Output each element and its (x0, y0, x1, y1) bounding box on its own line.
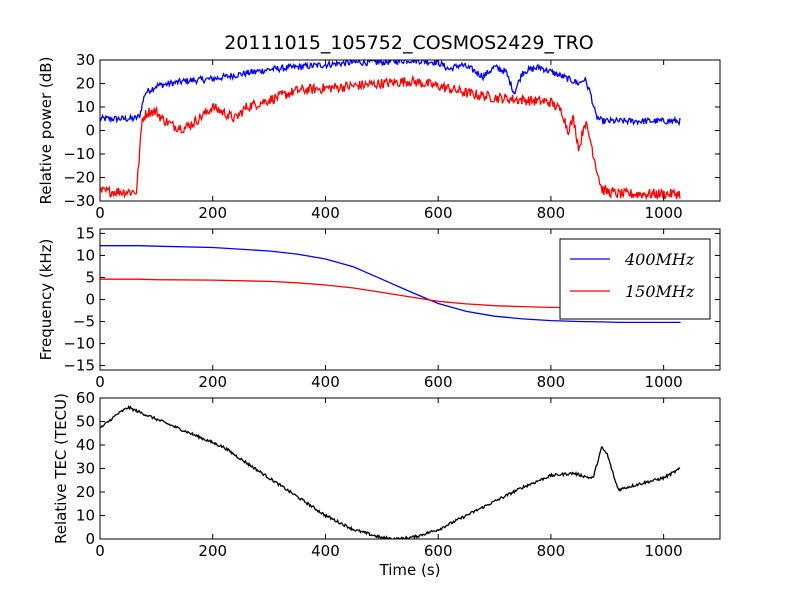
series-line-1 (100, 60, 681, 127)
x-tick-label: 800 (537, 542, 566, 560)
x-tick-label: 0 (95, 373, 105, 391)
y-tick-label: −30 (63, 192, 95, 210)
x-tick-label: 200 (198, 373, 227, 391)
legend: 400MHz 150MHz (559, 238, 711, 320)
panel-1: 0 200 400 600 800 1000 −30 −20 −10 0 10 20 30 Relativ… (37, 51, 721, 222)
y-tick-label: 20 (76, 75, 95, 93)
y-tick-label: 15 (76, 224, 95, 242)
x-tick-label: 600 (424, 542, 453, 560)
x-tick-label: 400 (311, 542, 340, 560)
series-line-1 (100, 245, 681, 324)
y-tick-label: 5 (85, 268, 95, 286)
y-axis-label: Frequency (kHz) (37, 239, 55, 361)
x-tick-label: 0 (95, 204, 105, 222)
legend-label: 400MHz (624, 250, 695, 269)
y-tick-label: 30 (76, 460, 95, 478)
series-line-2 (100, 74, 681, 201)
y-tick-label: −15 (63, 357, 95, 375)
x-tick-label: 1000 (645, 373, 683, 391)
y-tick-label: 10 (76, 507, 95, 525)
y-axis-label: Relative TEC (TECU) (52, 393, 70, 544)
x-tick-label: 400 (311, 204, 340, 222)
y-tick-label: 10 (76, 98, 95, 116)
x-tick-label: 800 (537, 373, 566, 391)
x-tick-label: 800 (537, 204, 566, 222)
y-tick-label: 0 (85, 122, 95, 140)
series-line-1 (100, 404, 681, 539)
panel-2: 0 200 400 600 800 1000 −15 −10 −5 0 5 10 15 Frequency… (37, 224, 721, 391)
y-tick-label: 30 (76, 51, 95, 69)
x-tick-label: 1000 (645, 204, 683, 222)
legend-box (559, 238, 711, 320)
x-tick-label: 1000 (645, 542, 683, 560)
y-tick-label: −10 (63, 335, 95, 353)
x-tick-label: 600 (424, 204, 453, 222)
y-tick-label: 20 (76, 483, 95, 501)
figure-title: 20111015_105752_COSMOS2429_TRO (224, 32, 594, 54)
y-tick-label: −5 (73, 313, 95, 331)
x-tick-label: 200 (198, 542, 227, 560)
x-tick-label: 400 (311, 373, 340, 391)
chart-panels: 0 200 400 600 800 1000−30−20−100102030Relativ… (37, 51, 721, 579)
x-tick-label: 600 (424, 373, 453, 391)
y-tick-label: 50 (76, 413, 95, 431)
y-axis-label: Relative power (dB) (37, 57, 55, 205)
x-tick-label: 200 (198, 204, 227, 222)
legend-label: 150MHz (625, 282, 695, 301)
x-axis-label: Time (s) (379, 561, 441, 579)
y-tick-label: −10 (63, 145, 95, 163)
x-tick-label: 0 (95, 542, 105, 560)
y-tick-label: 10 (76, 246, 95, 264)
y-tick-label: 60 (76, 389, 95, 407)
y-tick-label: −20 (63, 169, 95, 187)
y-tick-label: 0 (85, 530, 95, 548)
y-tick-label: 40 (76, 436, 95, 454)
y-tick-label: 0 (85, 291, 95, 309)
